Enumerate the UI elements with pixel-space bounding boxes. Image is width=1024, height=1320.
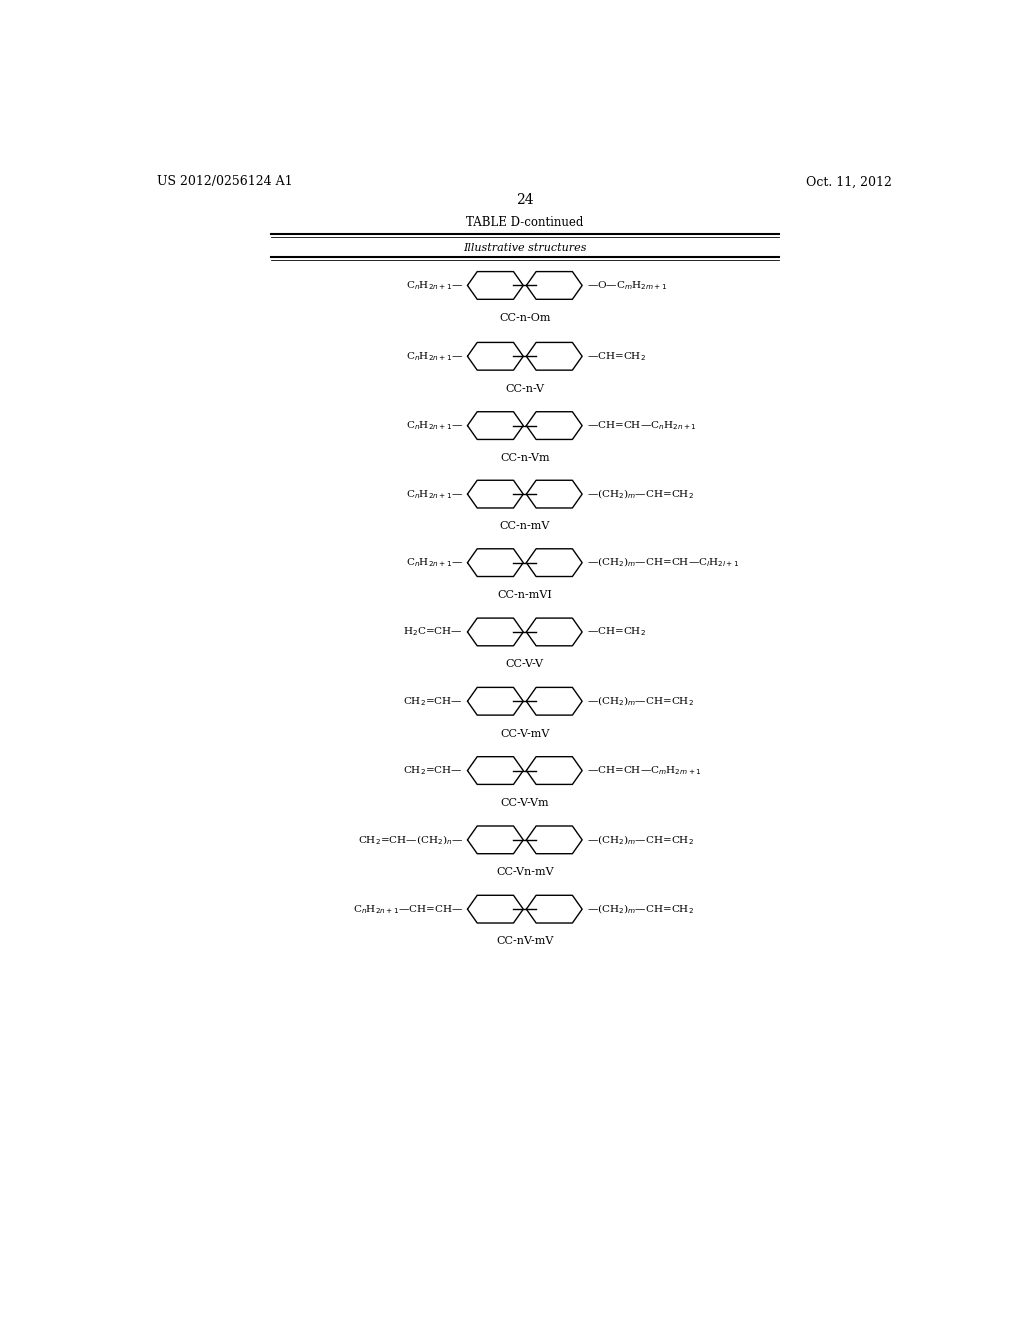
Text: CH$_2$=CH—(CH$_2$)$_n$—: CH$_2$=CH—(CH$_2$)$_n$— [357,833,463,846]
Text: —O—C$_m$H$_{2m+1}$: —O—C$_m$H$_{2m+1}$ [587,279,667,292]
Text: —(CH$_2$)$_m$—CH=CH—C$_l$H$_{2l+1}$: —(CH$_2$)$_m$—CH=CH—C$_l$H$_{2l+1}$ [587,556,739,569]
Text: —CH=CH—C$_n$H$_{2n+1}$: —CH=CH—C$_n$H$_{2n+1}$ [587,420,696,432]
Text: CC-n-mV: CC-n-mV [500,521,550,532]
Text: C$_n$H$_{2n+1}$—: C$_n$H$_{2n+1}$— [406,420,463,432]
Text: —CH=CH—C$_m$H$_{2m+1}$: —CH=CH—C$_m$H$_{2m+1}$ [587,764,701,777]
Text: C$_n$H$_{2n+1}$—CH=CH—: C$_n$H$_{2n+1}$—CH=CH— [352,903,463,916]
Text: —(CH$_2$)$_m$—CH=CH$_2$: —(CH$_2$)$_m$—CH=CH$_2$ [587,694,693,708]
Text: CC-n-V: CC-n-V [505,384,545,393]
Text: CC-V-Vm: CC-V-Vm [501,797,549,808]
Text: TABLE D-continued: TABLE D-continued [467,216,584,230]
Text: CC-n-mVI: CC-n-mVI [498,590,552,601]
Text: C$_n$H$_{2n+1}$—: C$_n$H$_{2n+1}$— [406,279,463,292]
Text: C$_n$H$_{2n+1}$—: C$_n$H$_{2n+1}$— [406,556,463,569]
Text: CH$_2$=CH—: CH$_2$=CH— [403,764,463,777]
Text: CC-Vn-mV: CC-Vn-mV [496,867,554,878]
Text: CC-nV-mV: CC-nV-mV [496,936,554,946]
Text: CH$_2$=CH—: CH$_2$=CH— [403,694,463,708]
Text: —CH=CH$_2$: —CH=CH$_2$ [587,626,646,639]
Text: US 2012/0256124 A1: US 2012/0256124 A1 [158,176,293,189]
Text: C$_n$H$_{2n+1}$—: C$_n$H$_{2n+1}$— [406,487,463,500]
Text: H$_2$C=CH—: H$_2$C=CH— [403,626,463,639]
Text: Illustrative structures: Illustrative structures [464,243,587,253]
Text: CC-V-mV: CC-V-mV [500,729,550,739]
Text: —(CH$_2$)$_m$—CH=CH$_2$: —(CH$_2$)$_m$—CH=CH$_2$ [587,903,693,916]
Text: —(CH$_2$)$_m$—CH=CH$_2$: —(CH$_2$)$_m$—CH=CH$_2$ [587,487,693,500]
Text: —CH=CH$_2$: —CH=CH$_2$ [587,350,646,363]
Text: 24: 24 [516,193,534,207]
Text: CC-n-Vm: CC-n-Vm [500,453,550,463]
Text: C$_n$H$_{2n+1}$—: C$_n$H$_{2n+1}$— [406,350,463,363]
Text: CC-n-Om: CC-n-Om [499,313,551,323]
Text: —(CH$_2$)$_m$—CH=CH$_2$: —(CH$_2$)$_m$—CH=CH$_2$ [587,833,693,846]
Text: Oct. 11, 2012: Oct. 11, 2012 [806,176,892,189]
Text: CC-V-V: CC-V-V [506,659,544,669]
